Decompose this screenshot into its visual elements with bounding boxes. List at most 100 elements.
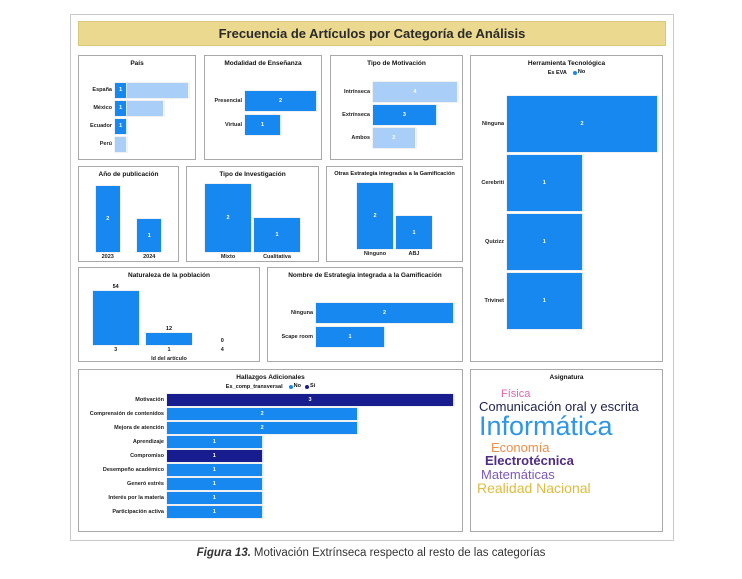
bar-column: 2 2023 — [95, 184, 120, 261]
chart-row: Intrínseca 4 — [333, 80, 458, 103]
bar-segment[interactable]: 2 — [167, 421, 359, 434]
legend-item-label: No — [293, 383, 301, 389]
chart-row: Aprendizaje 1 — [83, 435, 454, 449]
bar[interactable] — [92, 291, 139, 345]
bar-track: 1 — [507, 155, 658, 212]
panel-asignatura: Asignatura Física Comunicación oral y esc… — [470, 369, 663, 532]
bar-segment[interactable]: 2 — [316, 303, 454, 323]
category-label: Trivinet — [484, 298, 504, 305]
bar-track: 2 — [316, 303, 454, 323]
legend-item-label: Sí — [310, 383, 316, 389]
category-label: Participación activa — [112, 508, 164, 515]
bar[interactable]: 2 — [95, 186, 120, 252]
category-label: Mixto — [220, 254, 236, 260]
value-label: 12 — [165, 326, 173, 332]
wordcloud-word[interactable]: Física — [501, 388, 531, 400]
chart-row: Trivinet 1 — [473, 272, 658, 331]
bar-segment[interactable]: 1 — [115, 118, 128, 134]
bar[interactable]: 2 — [205, 184, 251, 252]
bar-segment[interactable]: 1 — [115, 100, 128, 116]
bar-track: 3 — [167, 393, 454, 406]
bar-segment[interactable]: 2 — [507, 96, 658, 153]
category-label: Virtual — [224, 122, 242, 128]
bar-segment[interactable]: 3 — [167, 393, 454, 406]
category-label: Motivación — [135, 396, 164, 403]
bar-segment[interactable]: 3 — [373, 104, 437, 125]
wordcloud-word[interactable]: Economía — [491, 440, 550, 455]
category-label: Cualitativa — [263, 254, 291, 260]
bar-segment[interactable] — [115, 136, 128, 152]
chart-row: México 1 — [81, 99, 189, 117]
herramienta-chart: Ninguna 2 Cerebriti 1 Quizizz 1 Trivinet 1 — [471, 77, 662, 331]
bar-segment[interactable]: 4 — [373, 81, 458, 102]
bar-column: 1 Cualitativa — [254, 182, 300, 261]
value-label: 54 — [112, 284, 119, 290]
bar-segment[interactable]: 1 — [167, 477, 263, 490]
motivacion-chart: Intrínseca 4 Extrínseca 3 Ambos 2 — [331, 67, 462, 149]
chart-row: Ecuador 1 — [81, 117, 189, 135]
chart-legend: Es EVA No — [471, 69, 662, 77]
category-label: Extrínseca — [342, 111, 370, 118]
bar-segment[interactable]: 1 — [167, 463, 263, 476]
bar-segment[interactable] — [127, 82, 189, 98]
bar-segment[interactable] — [127, 100, 165, 116]
panel-pais: País España 1 México 1 Ecuador 1 Perú — [78, 55, 196, 160]
bar-segment[interactable]: 1 — [167, 505, 263, 518]
wordcloud-word[interactable]: Comunicación oral y escrita — [479, 399, 639, 415]
bar-segment[interactable]: 1 — [167, 435, 263, 448]
figure-caption: Figura 13. Motivación Extrínseca respecto… — [0, 547, 742, 559]
bar-track: 1 — [316, 327, 454, 347]
chart-row: Interés por la materia 1 — [83, 491, 454, 505]
bar[interactable]: 1 — [396, 216, 432, 249]
bar-segment[interactable]: 1 — [167, 491, 263, 504]
bar-segment[interactable]: 2 — [245, 91, 317, 111]
bar-segment[interactable]: 1 — [115, 82, 128, 98]
category-label: Scape room — [281, 334, 313, 340]
bar-segment[interactable]: 1 — [507, 214, 583, 271]
otras-estrategias-chart: 2 Ninguno 1 ABJ — [327, 177, 462, 259]
bar-column: 2 Ninguno — [357, 181, 393, 259]
nombre-estrategia-chart: Ninguna 2 Scape room 1 — [268, 279, 462, 349]
wordcloud-word[interactable]: Informática — [479, 411, 613, 442]
bar[interactable]: 2 — [357, 183, 393, 249]
bar-track: 1 — [115, 100, 189, 116]
bar-track: 3 — [373, 104, 458, 125]
bar[interactable]: 1 — [254, 218, 300, 252]
chart-row: Ninguna 2 — [473, 95, 658, 154]
chart-title: País — [130, 60, 144, 67]
bar-segment[interactable]: 2 — [167, 407, 359, 420]
category-label: Cerebriti — [481, 180, 504, 187]
bar-segment[interactable]: 2 — [373, 127, 416, 148]
bar-track: 1 — [167, 435, 454, 448]
chart-title: Otras Estrategia integradas a la Gamific… — [334, 171, 455, 177]
wordcloud-word[interactable]: Realidad Nacional — [477, 479, 591, 496]
bar-track: 1 — [245, 115, 317, 135]
category-label: México — [93, 105, 112, 111]
wordcloud-word[interactable]: Matemáticas — [481, 466, 555, 482]
chart-row: Quizizz 1 — [473, 213, 658, 272]
bar-segment[interactable]: 1 — [245, 115, 281, 135]
anio-chart: 2 2023 1 2024 — [79, 178, 178, 261]
legend-item-label: No — [577, 69, 586, 75]
chart-row: Extrínseca 3 — [333, 103, 458, 126]
bar[interactable] — [145, 333, 192, 345]
bar-track: 1 — [507, 273, 658, 330]
chart-title: Hallazgos Adicionales — [236, 374, 305, 381]
bar-track: 1 — [507, 214, 658, 271]
hallazgos-chart: Motivación 3 Comprensión de contenidos 2 Mej… — [79, 391, 462, 519]
category-label: Ambos — [351, 134, 370, 141]
bar[interactable]: 1 — [137, 219, 162, 252]
bar-track: 1 — [167, 477, 454, 490]
bar-column: 2 Mixto — [205, 182, 251, 261]
category-label: 2024 — [143, 254, 156, 260]
category-label: Interés por la materia — [108, 494, 164, 501]
bar-segment[interactable]: 1 — [507, 155, 583, 212]
bar-plot: 2 Ninguno 1 ABJ — [335, 181, 454, 259]
bar-segment[interactable]: 1 — [167, 449, 263, 462]
chart-row: Comprensión de contenidos 2 — [83, 407, 454, 421]
wordcloud-word[interactable]: Electrotécnica — [485, 453, 574, 469]
investigacion-chart: 2 Mixto 1 Cualitativa — [187, 178, 318, 261]
bar-segment[interactable]: 1 — [316, 327, 385, 347]
bar-segment[interactable]: 1 — [507, 273, 583, 330]
